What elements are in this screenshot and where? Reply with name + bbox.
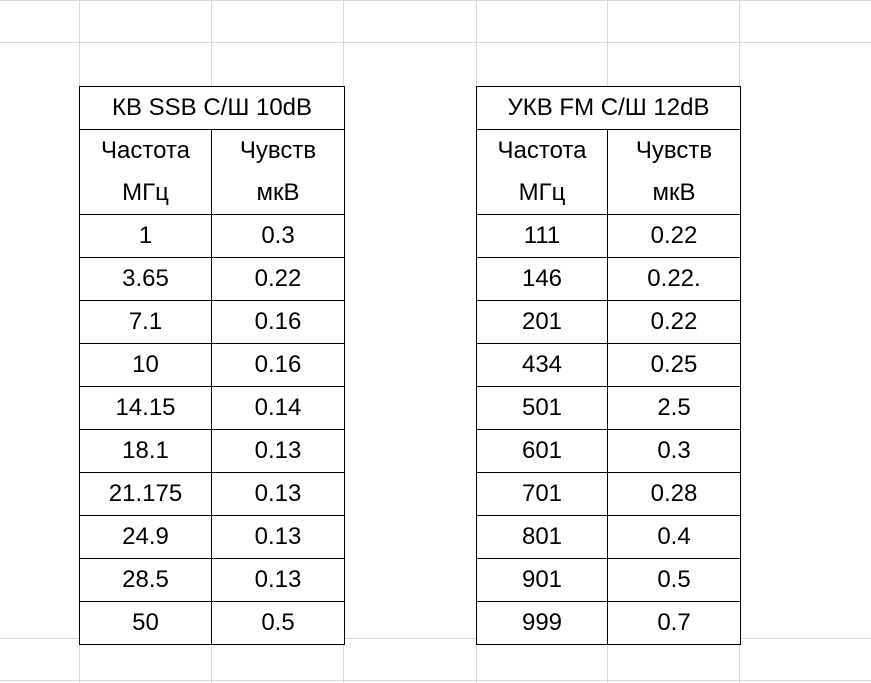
frequency-unit: МГц — [122, 179, 169, 206]
sensitivity-cell[interactable]: 0.22. — [607, 257, 741, 301]
table-row: 901 0.5 — [476, 558, 741, 602]
sensitivity-cell[interactable]: 0.22 — [607, 214, 741, 258]
table-row: 1 0.3 — [79, 214, 345, 258]
frequency-header-cell[interactable]: Частота МГц — [476, 129, 608, 215]
sensitivity-header-cell[interactable]: Чувств мкВ — [211, 129, 345, 215]
table-row: 801 0.4 — [476, 515, 741, 559]
frequency-cell[interactable]: 111 — [476, 214, 608, 258]
sensitivity-cell[interactable]: 0.13 — [211, 515, 345, 559]
frequency-cell[interactable]: 999 — [476, 601, 608, 645]
sensitivity-cell[interactable]: 0.22 — [607, 300, 741, 344]
table-header-row: Частота МГц Чувств мкВ — [79, 129, 345, 215]
frequency-header: Частота — [101, 137, 190, 164]
frequency-cell[interactable]: 10 — [79, 343, 212, 387]
table-row: 10 0.16 — [79, 343, 345, 387]
frequency-header: Частота — [497, 137, 587, 164]
table-row: 434 0.25 — [476, 343, 741, 387]
table-row: 501 2.5 — [476, 386, 741, 430]
gridline — [0, 42, 871, 43]
table-row: 28.5 0.13 — [79, 558, 345, 602]
table-row: 7.1 0.16 — [79, 300, 345, 344]
frequency-cell[interactable]: 7.1 — [79, 300, 212, 344]
table-row: 201 0.22 — [476, 300, 741, 344]
frequency-cell[interactable]: 24.9 — [79, 515, 212, 559]
sensitivity-cell[interactable]: 0.3 — [607, 429, 741, 473]
table-header-row: Частота МГц Чувств мкВ — [476, 129, 741, 215]
table-row: 50 0.5 — [79, 601, 345, 645]
table-row: 18.1 0.13 — [79, 429, 345, 473]
sensitivity-header: Чувств — [239, 137, 317, 164]
table-row: 601 0.3 — [476, 429, 741, 473]
frequency-cell[interactable]: 18.1 — [79, 429, 212, 473]
frequency-cell[interactable]: 501 — [476, 386, 608, 430]
frequency-header-cell[interactable]: Частота МГц — [79, 129, 212, 215]
frequency-cell[interactable]: 434 — [476, 343, 608, 387]
table-row: 3.65 0.22 — [79, 257, 345, 301]
sensitivity-cell[interactable]: 0.14 — [211, 386, 345, 430]
frequency-cell[interactable]: 601 — [476, 429, 608, 473]
sensitivity-cell[interactable]: 0.13 — [211, 558, 345, 602]
frequency-cell[interactable]: 28.5 — [79, 558, 212, 602]
frequency-unit: МГц — [518, 179, 566, 206]
table-row: 14.15 0.14 — [79, 386, 345, 430]
sensitivity-unit: мкВ — [652, 179, 696, 206]
table-row: 146 0.22. — [476, 257, 741, 301]
sensitivity-cell[interactable]: 0.16 — [211, 343, 345, 387]
frequency-cell[interactable]: 701 — [476, 472, 608, 516]
vhf-fm-table: УКВ FM С/Ш 12dB Частота МГц Чувств мкВ 1… — [476, 86, 741, 645]
sensitivity-cell[interactable]: 0.28 — [607, 472, 741, 516]
frequency-cell[interactable]: 1 — [79, 214, 212, 258]
frequency-cell[interactable]: 901 — [476, 558, 608, 602]
table-row: 701 0.28 — [476, 472, 741, 516]
sensitivity-cell[interactable]: 0.5 — [211, 601, 345, 645]
frequency-cell[interactable]: 201 — [476, 300, 608, 344]
gridline — [0, 0, 871, 1]
sensitivity-cell[interactable]: 0.16 — [211, 300, 345, 344]
sensitivity-cell[interactable]: 0.5 — [607, 558, 741, 602]
gridline — [0, 638, 871, 639]
table-title[interactable]: КВ SSB С/Ш 10dB — [79, 86, 345, 130]
sensitivity-header-cell[interactable]: Чувств мкВ — [607, 129, 741, 215]
frequency-cell[interactable]: 146 — [476, 257, 608, 301]
table-title[interactable]: УКВ FM С/Ш 12dB — [476, 86, 741, 130]
table-row: 111 0.22 — [476, 214, 741, 258]
sensitivity-cell[interactable]: 0.7 — [607, 601, 741, 645]
table-title-row: КВ SSB С/Ш 10dB — [79, 86, 345, 130]
sensitivity-header: Чувств — [635, 137, 713, 164]
frequency-cell[interactable]: 50 — [79, 601, 212, 645]
table-row: 999 0.7 — [476, 601, 741, 645]
sensitivity-cell[interactable]: 0.3 — [211, 214, 345, 258]
table-title-row: УКВ FM С/Ш 12dB — [476, 86, 741, 130]
frequency-cell[interactable]: 14.15 — [79, 386, 212, 430]
hf-ssb-table: КВ SSB С/Ш 10dB Частота МГц Чувств мкВ 1… — [79, 86, 345, 645]
sensitivity-cell[interactable]: 0.13 — [211, 429, 345, 473]
sensitivity-unit: мкВ — [256, 179, 300, 206]
sensitivity-cell[interactable]: 0.25 — [607, 343, 741, 387]
sensitivity-cell[interactable]: 0.22 — [211, 257, 345, 301]
table-row: 24.9 0.13 — [79, 515, 345, 559]
sensitivity-cell[interactable]: 0.4 — [607, 515, 741, 559]
sensitivity-cell[interactable]: 0.13 — [211, 472, 345, 516]
table-row: 21.175 0.13 — [79, 472, 345, 516]
sensitivity-cell[interactable]: 2.5 — [607, 386, 741, 430]
frequency-cell[interactable]: 801 — [476, 515, 608, 559]
gridline — [0, 680, 871, 681]
frequency-cell[interactable]: 21.175 — [79, 472, 212, 516]
frequency-cell[interactable]: 3.65 — [79, 257, 212, 301]
